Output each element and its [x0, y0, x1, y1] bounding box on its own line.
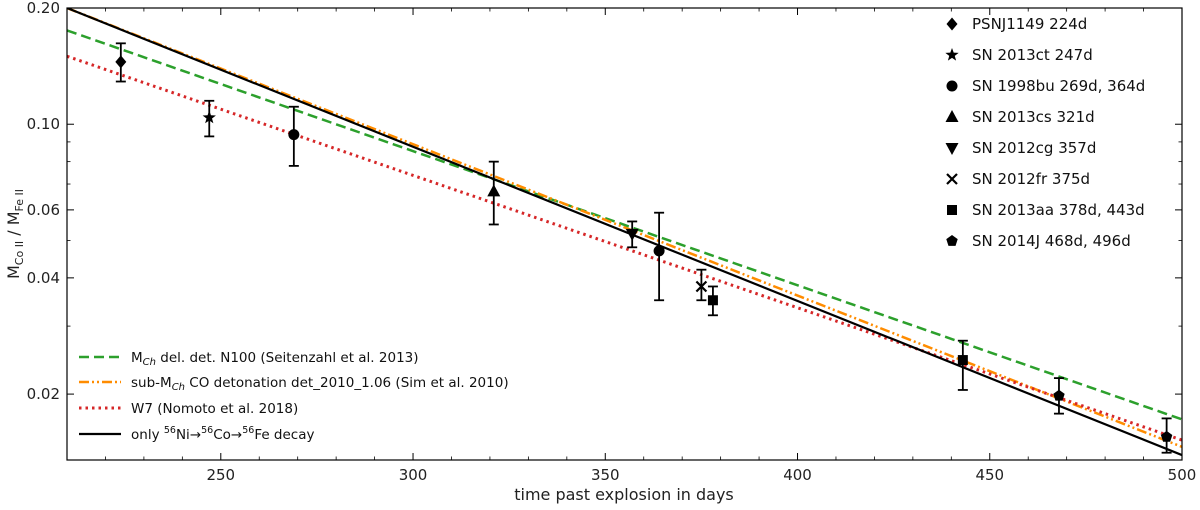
- data-point-pentagon: [1160, 430, 1173, 442]
- y-axis-label-sub2: Fe II: [13, 189, 26, 211]
- x-axis-label: time past explosion in days: [514, 485, 734, 504]
- legend-label-w7: W7 (Nomoto et al. 2018): [131, 401, 298, 417]
- y-tick-label: 0.20: [27, 0, 60, 17]
- y-tick-label: 0.02: [27, 385, 60, 403]
- x-tick-label: 500: [1168, 466, 1197, 484]
- legend-label-sn2012cg: SN 2012cg 357d: [972, 139, 1096, 157]
- data-points: [115, 42, 1173, 454]
- legend-marker-x: [946, 173, 958, 185]
- line-legend: MCh del. det. N100 (Seitenzahl et al. 20…: [79, 350, 509, 443]
- legend-marker-star: [945, 48, 959, 61]
- legend-label-sn2013aa: SN 2013aa 378d, 443d: [972, 201, 1145, 219]
- legend-label-sn2013cs: SN 2013cs 321d: [972, 108, 1095, 126]
- x-tick-label: 400: [783, 466, 812, 484]
- data-point-square: [957, 355, 968, 366]
- model-line-det-2010-1-06: [67, 8, 1182, 449]
- plot-frame: [66, 7, 1183, 461]
- legend-label-decay: only 56Ni→56Co→56Fe decay: [131, 425, 315, 443]
- y-axis-label: MCo II / MFe II: [4, 189, 26, 279]
- model-line-decay: [67, 8, 1182, 457]
- legend-label-sn2012fr: SN 2012fr 375d: [972, 170, 1090, 188]
- tick-labels: 250 300 350 400 450 500 0.02 0.04 0.06 0.10 0.20: [27, 0, 1197, 484]
- y-axis-label-sub1: Co II: [13, 241, 26, 265]
- y-axis-label-m1: M: [4, 265, 23, 279]
- legend-label-psnj1149: PSNJ1149 224d: [972, 15, 1087, 33]
- svg-text:MCo II / MFe II: MCo II / MFe II: [4, 189, 26, 279]
- model-line-w7: [67, 54, 1182, 442]
- model-line-n100: [67, 29, 1182, 421]
- data-point-square: [707, 295, 718, 306]
- data-point-triangle-up: [487, 184, 501, 197]
- legend-label-sn1998bu: SN 1998bu 269d, 364d: [972, 77, 1145, 95]
- y-tick-label: 0.10: [27, 115, 60, 133]
- legend-marker-circle: [946, 80, 958, 92]
- data-point-star: [202, 110, 216, 124]
- x-tick-label: 450: [975, 466, 1004, 484]
- data-point-circle: [653, 245, 665, 257]
- x-tick-label: 250: [206, 466, 235, 484]
- data-point-diamond: [115, 55, 127, 69]
- legend-marker-diamond: [946, 17, 958, 31]
- legend-marker-triangle-down: [945, 143, 959, 155]
- x-tick-label: 300: [399, 466, 428, 484]
- legend-label-n100: MCh del. det. N100 (Seitenzahl et al. 20…: [131, 350, 419, 368]
- y-tick-label: 0.04: [27, 269, 60, 287]
- x-tick-label: 350: [591, 466, 620, 484]
- data-point-triangle-down: [625, 228, 639, 241]
- data-point-pentagon: [1053, 389, 1065, 401]
- error-bar: [654, 211, 665, 302]
- legend-label-sn2013ct: SN 2013ct 247d: [972, 46, 1093, 64]
- data-point-x: [695, 280, 708, 293]
- legend-marker-square: [947, 205, 957, 215]
- y-tick-label: 0.06: [27, 201, 60, 219]
- marker-legend: PSNJ1149 224d SN 2013ct 247d SN 1998bu 2…: [945, 15, 1145, 250]
- legend-marker-triangle-up: [945, 110, 959, 122]
- data-point-circle: [288, 129, 300, 141]
- legend-marker-pentagon: [946, 235, 958, 246]
- model-lines: [67, 8, 1182, 457]
- legend-label-sn2014j: SN 2014J 468d, 496d: [972, 232, 1131, 250]
- error-bar: [957, 339, 968, 391]
- y-axis-label-m2: M: [4, 211, 23, 225]
- legend-label-det2010: sub-MCh CO detonation det_2010_1.06 (Sim…: [131, 375, 509, 393]
- y-axis-label-sep: /: [4, 225, 23, 241]
